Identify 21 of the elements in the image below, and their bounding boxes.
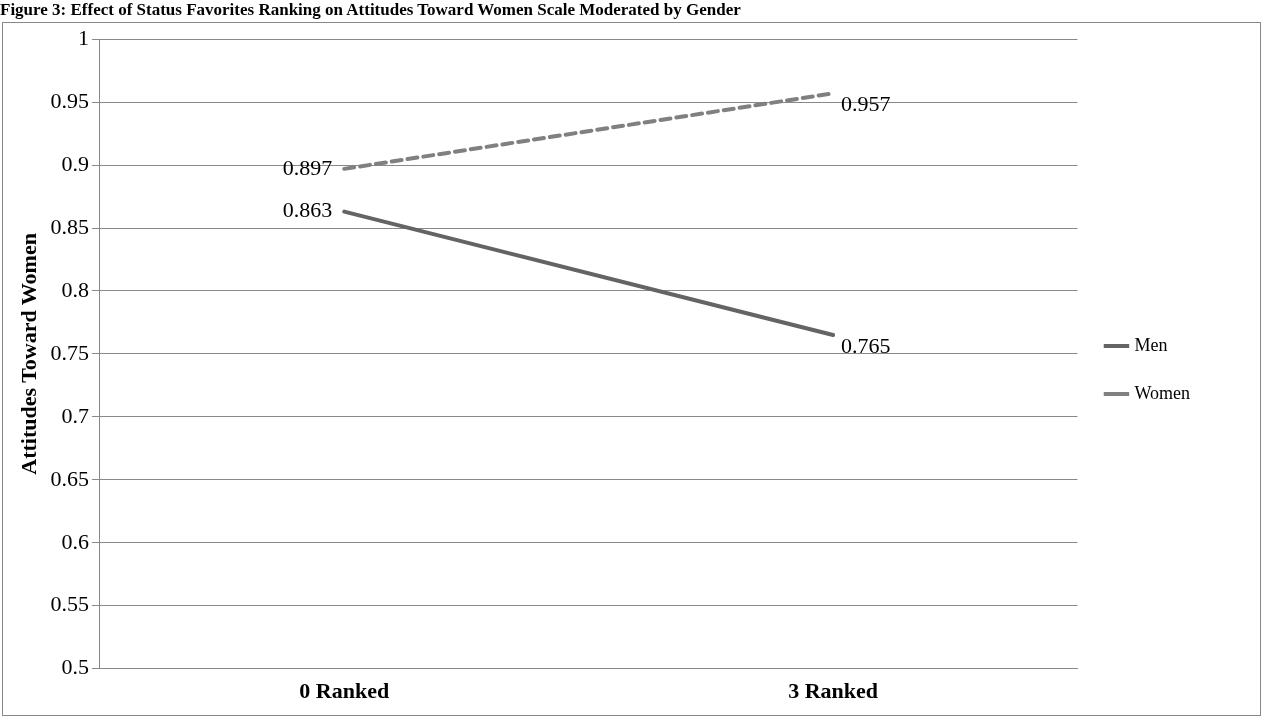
y-tick-label: 0.8 [61,276,89,302]
y-tick-label: 0.9 [61,150,89,176]
x-tick-label: 0 Ranked [299,678,390,704]
y-tick-label: 0.55 [50,591,89,617]
data-label: 0.897 [282,154,333,180]
chart-title: Figure 3: Effect of Status Favorites Ranking on Attitudes Toward Women Scale Moderated by Gender [0,0,742,20]
y-tick-label: 0.65 [50,465,89,491]
y-tick-label: 0.7 [61,402,89,428]
y-tick-label: 0.5 [61,654,89,680]
y-tick-label: 1 [77,24,89,50]
y-axis-title: Attitudes Toward Women [15,233,41,475]
legend-label: Men [1134,334,1168,355]
y-tick-label: 0.75 [50,339,89,365]
y-tick-label: 0.95 [50,87,89,113]
data-label: 0.863 [282,197,333,223]
data-label: 0.957 [841,91,891,117]
y-tick-label: 0.85 [50,213,89,239]
data-label: 0.765 [841,332,891,358]
legend-label: Women [1134,382,1191,403]
x-tick-label: 3 Ranked [788,678,878,704]
y-tick-label: 0.6 [61,528,89,554]
